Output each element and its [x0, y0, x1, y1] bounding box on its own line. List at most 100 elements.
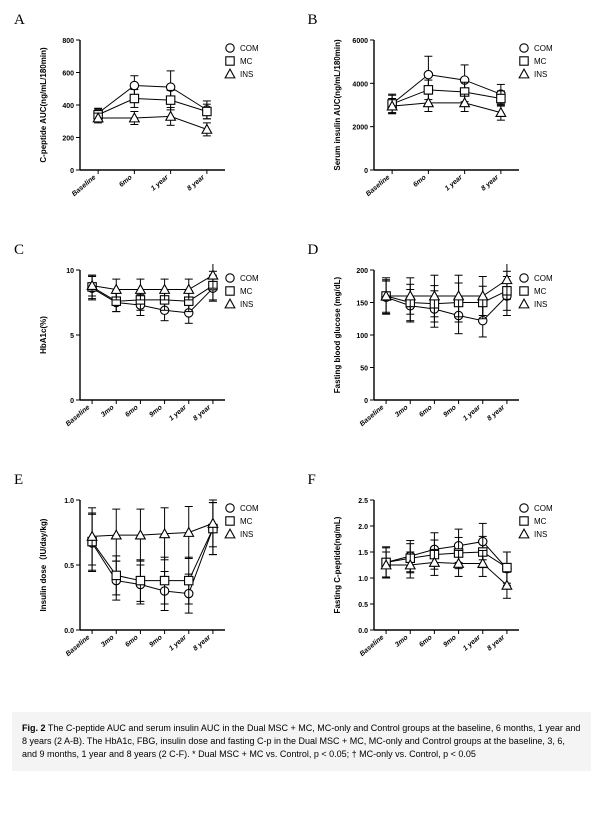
chart-A: 0 200 400 600 800 Baseline 6mo 1 year 8 year C-pe…	[34, 34, 297, 218]
svg-text:8 year: 8 year	[192, 633, 213, 652]
svg-text:1.0: 1.0	[64, 498, 74, 505]
panel-A: A 0 200 400 600 800 Baseline 6mo 1 year 8 year C-…	[12, 10, 298, 240]
svg-text:INS: INS	[534, 530, 547, 539]
svg-text:0: 0	[70, 398, 74, 405]
chart-E: 0.00.51.0Baseline3mo6mo9mo1 year8 yearIn…	[34, 494, 297, 678]
svg-text:1 year: 1 year	[462, 403, 483, 422]
svg-text:Baseline: Baseline	[358, 404, 385, 428]
svg-text:MC: MC	[534, 287, 547, 296]
svg-text:1.0: 1.0	[358, 576, 368, 583]
panel-label: A	[14, 12, 25, 29]
figure-grid: A 0200400600800Baseline6mo1 year8 yearC-…	[12, 10, 591, 700]
svg-text:INS: INS	[534, 300, 547, 309]
svg-text:0.5: 0.5	[358, 602, 368, 609]
svg-text:1 year: 1 year	[150, 173, 171, 192]
svg-text:800: 800	[62, 38, 74, 45]
svg-text:MC: MC	[240, 287, 253, 296]
svg-text:6mo: 6mo	[124, 634, 140, 649]
svg-text:1 year: 1 year	[462, 633, 483, 652]
chart-C: 0 5 10 Baseline 3mo 6mo 9mo 1 year8 year HbA1c(%…	[34, 264, 297, 448]
chart-B: 0 2000 4000 6000 Baseline 6mo 1 year 8 year Seru…	[328, 34, 591, 218]
svg-text:150: 150	[356, 301, 368, 308]
svg-text:C-peptide AUC(ng/mL/180min): C-peptide AUC(ng/mL/180min)	[39, 47, 48, 163]
svg-text:INS: INS	[240, 530, 253, 539]
panel-label: E	[14, 472, 23, 489]
svg-text:MC: MC	[240, 517, 253, 526]
svg-text:Baseline: Baseline	[65, 404, 92, 428]
svg-text:9mo: 9mo	[442, 634, 458, 649]
caption-text: The C-peptide AUC and serum insulin AUC …	[22, 723, 580, 759]
svg-text:0.0: 0.0	[64, 628, 74, 635]
panel-E: E 0.00.51.0Baseline3mo6mo9mo1 year8 year…	[12, 470, 298, 700]
panel-B: B 0 2000 4000 6000 Baseline 6mo 1 year 8 year Se…	[306, 10, 592, 240]
svg-text:0.0: 0.0	[358, 628, 368, 635]
svg-text:9mo: 9mo	[148, 404, 164, 419]
svg-text:Fasting blood glucose (mg/dL): Fasting blood glucose (mg/dL)	[333, 276, 342, 393]
svg-text:Baseline: Baseline	[358, 634, 385, 658]
svg-text:6mo: 6mo	[412, 174, 428, 189]
svg-text:6mo: 6mo	[418, 404, 434, 419]
svg-text:2000: 2000	[352, 125, 368, 132]
svg-text:3mo: 3mo	[394, 634, 410, 649]
svg-text:0: 0	[364, 168, 368, 175]
svg-text:Serum insulin AUC(ng/mL/180min: Serum insulin AUC(ng/mL/180min)	[333, 39, 342, 171]
svg-text:10: 10	[66, 268, 74, 275]
panel-label: F	[308, 472, 316, 489]
svg-text:0: 0	[70, 168, 74, 175]
svg-text:1 year: 1 year	[168, 633, 189, 652]
svg-text:5: 5	[70, 333, 74, 340]
svg-text:MC: MC	[534, 517, 547, 526]
svg-text:600: 600	[62, 71, 74, 78]
svg-text:4000: 4000	[352, 81, 368, 88]
svg-text:INS: INS	[240, 70, 253, 79]
svg-text:6000: 6000	[352, 38, 368, 45]
svg-text:8 year: 8 year	[186, 173, 207, 192]
svg-text:8 year: 8 year	[192, 403, 213, 422]
panel-C: C 0 5 10 Baseline 3mo 6mo 9mo 1 year8 year HbA1c…	[12, 240, 298, 470]
svg-text:INS: INS	[534, 70, 547, 79]
svg-text:MC: MC	[240, 57, 253, 66]
svg-text:6mo: 6mo	[118, 174, 134, 189]
svg-text:2.0: 2.0	[358, 524, 368, 531]
svg-text:COM: COM	[534, 274, 553, 283]
panel-F: F 0.0 0.5 1.0 1.5 2.0 2.5 Baseline 3mo 6mo 9mo 1 y…	[306, 470, 592, 700]
svg-text:8 year: 8 year	[486, 633, 507, 652]
panel-label: D	[308, 242, 319, 259]
svg-text:3mo: 3mo	[100, 404, 116, 419]
svg-text:Baseline: Baseline	[364, 174, 391, 198]
svg-text:COM: COM	[534, 504, 553, 513]
svg-text:Insulin dose（IU/day/kg): Insulin dose（IU/day/kg)	[38, 518, 48, 611]
svg-text:9mo: 9mo	[148, 634, 164, 649]
chart-F: 0.0 0.5 1.0 1.5 2.0 2.5 Baseline 3mo 6mo 9mo 1 yea…	[328, 494, 591, 678]
panel-label: B	[308, 12, 318, 29]
svg-text:8 year: 8 year	[480, 173, 501, 192]
svg-text:Baseline: Baseline	[71, 174, 98, 198]
svg-text:1 year: 1 year	[443, 173, 464, 192]
caption-bold: Fig. 2	[22, 723, 46, 733]
svg-text:2.5: 2.5	[358, 498, 368, 505]
svg-text:Baseline: Baseline	[65, 634, 92, 658]
svg-text:6mo: 6mo	[418, 634, 434, 649]
svg-text:MC: MC	[534, 57, 547, 66]
svg-text:1 year: 1 year	[168, 403, 189, 422]
svg-text:3mo: 3mo	[394, 404, 410, 419]
svg-text:3mo: 3mo	[100, 634, 116, 649]
svg-text:INS: INS	[240, 300, 253, 309]
svg-text:HbA1c(%): HbA1c(%)	[39, 316, 48, 354]
svg-text:COM: COM	[534, 44, 553, 53]
svg-text:COM: COM	[240, 504, 259, 513]
svg-text:COM: COM	[240, 44, 259, 53]
figure-caption: Fig. 2 The C-peptide AUC and serum insul…	[12, 712, 591, 771]
svg-text:200: 200	[356, 268, 368, 275]
svg-text:6mo: 6mo	[124, 404, 140, 419]
svg-text:50: 50	[360, 366, 368, 373]
svg-text:200: 200	[62, 136, 74, 143]
svg-text:8 year: 8 year	[486, 403, 507, 422]
svg-text:1.5: 1.5	[358, 550, 368, 557]
svg-text:100: 100	[356, 333, 368, 340]
panel-label: C	[14, 242, 24, 259]
svg-text:COM: COM	[240, 274, 259, 283]
chart-D: 050100150200Baseline3mo6mo9mo1 year8 yea…	[328, 264, 591, 448]
svg-text:Fasting C-peptide(ng/mL): Fasting C-peptide(ng/mL)	[333, 516, 342, 613]
svg-text:400: 400	[62, 103, 74, 110]
